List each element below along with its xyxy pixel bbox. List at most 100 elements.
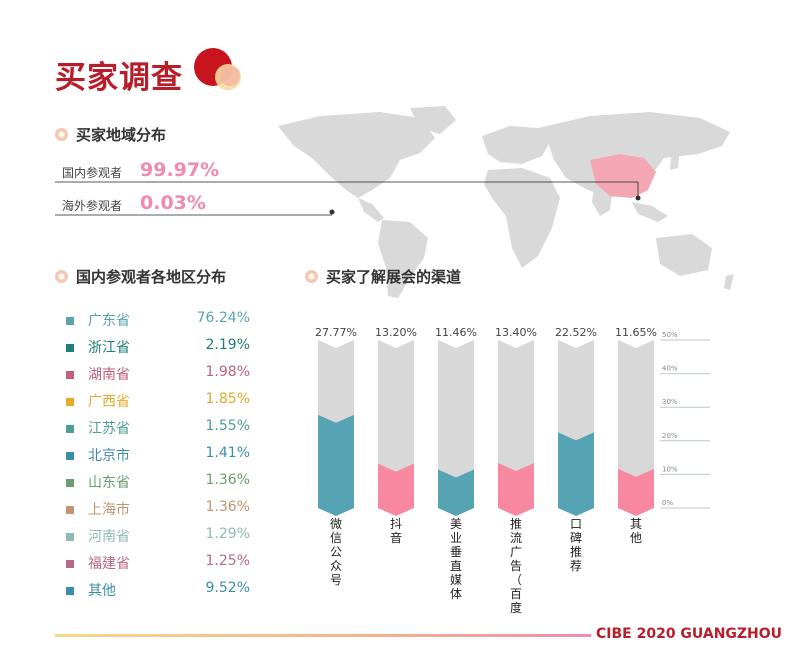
category-label: 告 — [510, 559, 522, 573]
footer-line — [55, 634, 591, 637]
value-label: 11.65% — [615, 326, 657, 339]
region-value: 1.36% — [205, 499, 250, 515]
section-region-overview: 买家地域分布 — [55, 124, 166, 145]
bullet-icon — [66, 479, 74, 487]
bar — [318, 414, 354, 516]
region-item: 广西省 1.85% — [60, 390, 260, 417]
category-label: 众 — [330, 559, 342, 573]
region-value: 1.41% — [205, 445, 250, 461]
category-label: 推 — [510, 517, 522, 531]
value-label: 27.77% — [315, 326, 357, 339]
section-ring-icon — [55, 128, 68, 141]
section-channels: 买家了解展会的渠道 — [305, 266, 461, 287]
overseas-visitors-label: 海外参观者 — [62, 199, 123, 213]
bar — [498, 462, 534, 516]
region-item: 北京市 1.41% — [60, 444, 260, 471]
category-label: 他 — [630, 531, 642, 545]
region-value: 1.29% — [205, 526, 250, 542]
category-label: 音 — [390, 530, 402, 545]
region-name: 其他 — [88, 583, 116, 599]
bar-track — [618, 340, 654, 516]
category-label: 体 — [450, 587, 462, 601]
bar-track — [438, 340, 474, 516]
region-item: 其他 9.52% — [60, 579, 260, 606]
bullet-icon — [66, 344, 74, 352]
tick-label: 10% — [662, 465, 678, 473]
bullet-icon — [66, 452, 74, 460]
category-label: 碑 — [570, 530, 582, 545]
world-map — [278, 106, 734, 298]
region-name: 湖南省 — [88, 367, 130, 383]
category-label: 抖 — [390, 517, 402, 531]
bullet-icon — [66, 533, 74, 541]
region-value: 1.36% — [205, 472, 250, 488]
category-label: 媒 — [450, 573, 462, 587]
category-label: 其 — [630, 517, 642, 531]
overseas-visitors-value: 0.03% — [140, 192, 206, 214]
category-label: 广 — [510, 545, 522, 559]
region-item: 上海市 1.36% — [60, 498, 260, 525]
category-label: 美 — [450, 517, 462, 531]
category-label: 、 — [510, 615, 522, 623]
region-name: 河南省 — [88, 529, 130, 545]
tick-label: 0% — [662, 499, 673, 507]
region-item: 湖南省 1.98% — [60, 363, 260, 390]
section-domestic-breakdown: 国内参观者各地区分布 — [55, 266, 226, 287]
tick-label: 40% — [662, 365, 678, 373]
region-item: 浙江省 2.19% — [60, 336, 260, 363]
category-label: 荐 — [570, 559, 582, 573]
category-label: （ — [510, 573, 522, 587]
region-name: 浙江省 — [88, 340, 130, 356]
region-name: 福建省 — [88, 556, 130, 572]
category-label: 口 — [570, 517, 582, 531]
value-label: 22.52% — [555, 326, 597, 339]
category-label: 度 — [510, 600, 522, 615]
tick-label: 20% — [662, 432, 678, 440]
bullet-icon — [66, 317, 74, 325]
bar — [378, 463, 414, 516]
category-label: 业 — [450, 531, 462, 545]
category-label: 信 — [330, 531, 342, 545]
bullet-icon — [66, 587, 74, 595]
region-name: 广东省 — [88, 313, 130, 329]
leader-lines — [55, 181, 639, 216]
section-title: 买家地域分布 — [76, 126, 167, 144]
bullet-icon — [66, 425, 74, 433]
bar — [618, 468, 654, 516]
region-value: 9.52% — [205, 580, 250, 596]
value-label: 13.20% — [375, 326, 417, 339]
section-ring-icon — [305, 270, 318, 283]
region-name: 山东省 — [88, 475, 130, 491]
region-value: 1.85% — [205, 391, 250, 407]
domestic-visitors-label: 国内参观者 — [62, 166, 123, 180]
value-label: 13.40% — [495, 326, 537, 339]
tick-label: 30% — [662, 398, 678, 406]
region-value: 1.25% — [205, 553, 250, 569]
region-list: 广东省 76.24% 浙江省 2.19% 湖南省 1.98% 广西省 1.85% 江苏省 1.55… — [60, 309, 260, 606]
region-name: 广西省 — [88, 394, 130, 410]
region-item: 广东省 76.24% — [60, 309, 260, 336]
region-item: 福建省 1.25% — [60, 552, 260, 579]
footer-text: CIBE 2020 GUANGZHOU — [596, 626, 783, 642]
region-value: 2.19% — [205, 337, 250, 353]
bar — [558, 432, 594, 516]
category-label: 百 — [510, 587, 522, 601]
value-label: 11.46% — [435, 326, 477, 339]
section-ring-icon — [55, 270, 68, 283]
region-value: 76.24% — [196, 310, 250, 326]
category-label: 号 — [330, 573, 342, 587]
domestic-visitors-value: 99.97% — [140, 159, 220, 181]
region-name: 上海市 — [88, 502, 130, 518]
bullet-icon — [66, 506, 74, 514]
category-label: 直 — [450, 559, 462, 573]
tick-label: 50% — [662, 331, 678, 339]
region-item: 河南省 1.29% — [60, 525, 260, 552]
bullet-icon — [66, 371, 74, 379]
category-label: 微 — [330, 517, 342, 531]
region-name: 江苏省 — [88, 421, 130, 437]
bullet-icon — [66, 560, 74, 568]
section-title: 买家了解展会的渠道 — [326, 268, 462, 286]
category-label: 垂 — [450, 545, 462, 559]
category-label: 流 — [510, 531, 522, 545]
region-name: 北京市 — [88, 448, 130, 464]
